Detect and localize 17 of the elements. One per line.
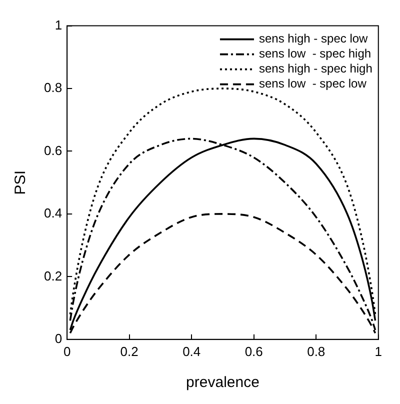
y-tick-label: 1 bbox=[54, 17, 62, 32]
x-tick-label: 1 bbox=[374, 344, 382, 359]
legend-label: sens high - spec low bbox=[258, 32, 368, 46]
legend-label: sens high - spec high bbox=[258, 62, 372, 76]
y-tick-label: 0.6 bbox=[44, 142, 62, 158]
x-tick-label: 0.2 bbox=[120, 344, 138, 359]
y-tick-label: 0.8 bbox=[44, 80, 62, 96]
y-axis-title: PSI bbox=[12, 170, 30, 195]
legend-label: sens low - spec high bbox=[258, 46, 372, 61]
legend-label: sens low - spec low bbox=[258, 76, 367, 91]
y-tick-label: 0.4 bbox=[44, 206, 62, 221]
x-tick-label: 0.4 bbox=[182, 344, 201, 359]
x-tick-label: 0.8 bbox=[307, 344, 326, 359]
x-axis-title: prevalence bbox=[186, 374, 260, 392]
y-tick-label: 0.2 bbox=[44, 268, 62, 284]
x-tick-label: 0.6 bbox=[244, 344, 263, 359]
y-tick-label: 0 bbox=[54, 330, 62, 346]
